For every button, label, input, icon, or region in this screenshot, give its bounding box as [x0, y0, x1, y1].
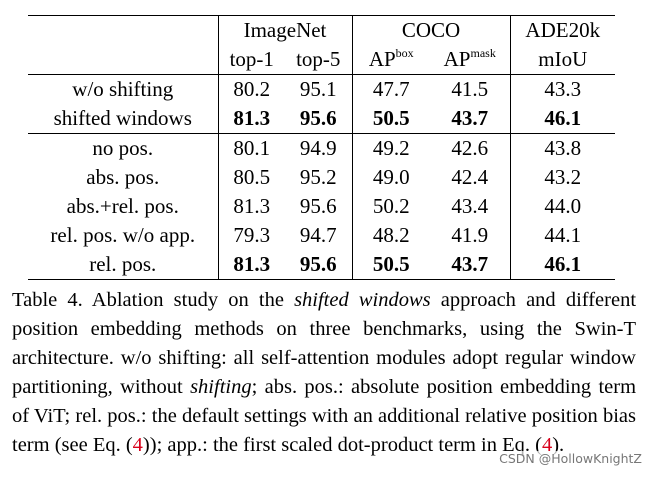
results-table: ImageNet COCO ADE20k top-1 top-5 APbox APma… [28, 15, 615, 280]
column-header-sup: box [395, 46, 414, 60]
table-cell: 42.6 [430, 133, 510, 163]
row-label: rel. pos. w/o app. [50, 223, 196, 247]
table-cell: 81.3 [217, 250, 285, 280]
table-cell: 95.2 [299, 165, 337, 189]
row-label: abs. pos. [86, 165, 160, 189]
table-cell: 81.3 [217, 104, 285, 134]
table-cell: 49.2 [351, 133, 430, 163]
table-cell: 46.1 [509, 104, 615, 134]
table-cell: 49.0 [351, 163, 430, 192]
table-cell: 46.1 [509, 250, 615, 280]
table-cell: 95.6 [299, 194, 337, 218]
table-cell: 43.3 [509, 74, 615, 104]
caption-text: shifting [190, 376, 252, 398]
table-caption: Table 4. Ablation study on the shifted w… [12, 286, 636, 460]
table-cell: 95.6 [299, 106, 337, 130]
watermark: CSDN @HollowKnightZ [499, 451, 642, 466]
table-cell: 43.8 [509, 133, 615, 163]
equation-link[interactable]: 4 [132, 434, 143, 456]
row-label: abs.+rel. pos. [66, 194, 179, 218]
group-header-row: ImageNet COCO ADE20k [28, 15, 615, 45]
table-cell: 47.7 [351, 74, 430, 104]
group-header: ImageNet [217, 15, 352, 45]
table-cell: 50.2 [351, 192, 430, 221]
table-cell: 79.3 [217, 221, 285, 250]
table-cell: 95.1 [285, 74, 352, 104]
column-header: top-1 [217, 45, 285, 75]
table-cell: 81.3 [217, 192, 285, 221]
equation-link[interactable]: 4 [541, 434, 553, 456]
table-cell: 94.9 [285, 133, 352, 163]
row-label: no pos. [28, 133, 218, 163]
group-header: COCO [351, 15, 510, 45]
table-row: abs. pos. 80.5 95.2 49.0 42.4 43.2 [28, 163, 615, 192]
table-cell: 41.5 [430, 74, 510, 104]
table-row: abs.+rel. pos. 81.3 95.6 50.2 43.4 44.0 [28, 192, 615, 221]
empty-cell [28, 45, 218, 75]
table-cell: 95.6 [285, 250, 352, 280]
table-cell: 44.0 [509, 192, 615, 221]
table-cell: 50.5 [351, 104, 430, 134]
column-header: mIoU [509, 45, 615, 75]
table-row: rel. pos. w/o app. 79.3 94.7 48.2 41.9 44.1 [28, 221, 615, 250]
table-cell: 43.2 [509, 163, 615, 192]
table-cell: 41.9 [451, 223, 489, 247]
caption-text: )); app.: the first scaled dot-product t… [142, 434, 542, 456]
table-cell: 80.1 [217, 133, 285, 163]
caption-text: approach and different position embeddin… [12, 289, 637, 398]
group-header: ADE20k [509, 15, 615, 45]
table-cell: 80.5 [217, 163, 285, 192]
caption-text: ; abs. pos.: absolute position embedding… [12, 376, 637, 456]
table-cell: 80.2 [217, 74, 285, 104]
row-label: rel. pos. [28, 250, 218, 280]
table-row: w/o shifting 80.2 95.1 47.7 41.5 43.3 [28, 74, 615, 104]
table-cell: 43.7 [430, 250, 510, 280]
table-row: shifted windows 81.3 95.6 50.5 43.7 46.1 [28, 104, 615, 134]
table-cell: 42.4 [451, 165, 489, 189]
table-row: no pos. 80.1 94.9 49.2 42.6 43.8 [28, 133, 615, 163]
column-header-base: AP [368, 47, 396, 71]
caption-text: shifted windows [294, 289, 431, 311]
column-header: APbox [351, 45, 430, 75]
table-cell: 43.7 [451, 106, 489, 130]
table-cell: 43.4 [451, 194, 489, 218]
column-header-row: top-1 top-5 APbox APmask mIoU [28, 45, 615, 75]
caption-text: ). [552, 434, 565, 456]
column-header: APmask [430, 45, 510, 75]
column-header: top-5 [296, 47, 341, 71]
table-cell: 94.7 [299, 223, 337, 247]
table-cell: 44.1 [509, 221, 615, 250]
table-cell: 48.2 [351, 221, 430, 250]
column-header-base: AP [443, 47, 471, 71]
row-label: w/o shifting [28, 74, 218, 104]
caption-text: Table 4. Ablation study on the [12, 289, 295, 311]
table-row: rel. pos. 81.3 95.6 50.5 43.7 46.1 [28, 250, 615, 280]
column-header-sup: mask [470, 46, 496, 60]
empty-cell [28, 15, 218, 45]
table-cell: 50.5 [351, 250, 430, 280]
row-label: shifted windows [53, 106, 192, 130]
